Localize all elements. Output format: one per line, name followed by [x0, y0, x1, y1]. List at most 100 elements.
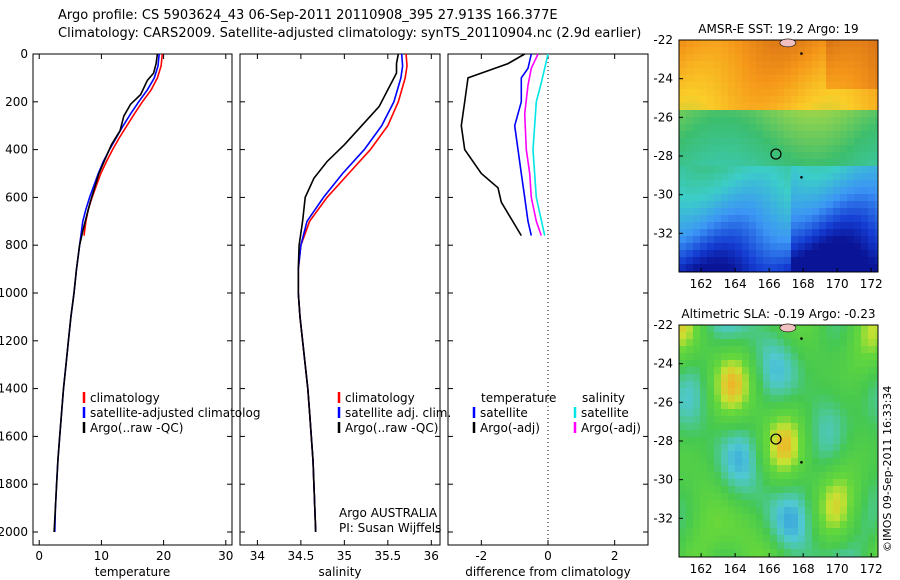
- sla-map-cell: [728, 416, 735, 423]
- sst-map-cell: [679, 110, 686, 117]
- sla-map-cell: [868, 500, 875, 507]
- sst-map-cell: [854, 110, 861, 117]
- sst-map-cell: [847, 201, 854, 208]
- sla-map-cell: [770, 332, 777, 339]
- sst-map-cell: [875, 145, 878, 152]
- sla-map-cell: [763, 360, 770, 367]
- sst-map-cell: [791, 243, 798, 250]
- sst-map-cell: [679, 166, 686, 173]
- sst-map-cell: [749, 236, 756, 243]
- sla-map-cell: [686, 388, 693, 395]
- sla-map-lon-label: 166: [758, 562, 781, 576]
- sla-map-cell: [679, 423, 686, 430]
- sst-map-cell: [714, 54, 721, 61]
- sst-map-cell: [707, 194, 714, 201]
- sst-map-cell: [875, 159, 878, 166]
- sst-map-cell: [805, 145, 812, 152]
- sst-map-cell: [728, 173, 735, 180]
- sla-map-cell: [679, 367, 686, 374]
- sla-map-cell: [770, 325, 777, 332]
- sst-map-cell: [686, 89, 693, 96]
- salinity-x-tick-label: 36: [424, 549, 439, 563]
- sla-map-cell: [833, 402, 840, 409]
- sla-map-cell: [721, 493, 728, 500]
- sla-map-cell: [721, 465, 728, 472]
- sla-map-cell: [763, 325, 770, 332]
- sst-map-cell: [700, 138, 707, 145]
- sst-map-cell: [707, 89, 714, 96]
- sla-map-cell: [791, 486, 798, 493]
- salinity-x-tick-label: 34: [250, 549, 265, 563]
- sst-map-cell: [826, 68, 833, 75]
- sla-map-cell: [700, 549, 707, 556]
- sla-map-cell: [721, 549, 728, 556]
- sst-map-cell: [805, 54, 812, 61]
- sst-map-cell: [763, 61, 770, 68]
- sst-map-cell: [798, 117, 805, 124]
- sst-map-cell: [770, 110, 777, 117]
- sst-map-cell: [742, 236, 749, 243]
- sla-map-cell: [714, 528, 721, 535]
- sst-map-cell: [805, 264, 812, 271]
- sst-map-cell: [714, 61, 721, 68]
- sst-map-cell: [875, 229, 878, 236]
- sst-map-cell: [805, 173, 812, 180]
- sst-map-cell: [721, 75, 728, 82]
- sla-map-cell: [854, 332, 861, 339]
- sla-map-cell: [840, 423, 847, 430]
- sla-map-cell: [798, 353, 805, 360]
- sst-map-cell: [868, 40, 875, 47]
- sst-map-cell: [833, 222, 840, 229]
- sla-map-cell: [840, 388, 847, 395]
- sla-map-cell: [756, 451, 763, 458]
- sla-map-cell: [763, 388, 770, 395]
- sla-map-cell: [847, 507, 854, 514]
- sla-map-cell: [728, 458, 735, 465]
- sla-map-cell: [861, 493, 868, 500]
- sst-map-cell: [700, 250, 707, 257]
- sla-map-cell: [742, 507, 749, 514]
- sst-map-cell: [847, 82, 854, 89]
- sla-map-cell: [784, 430, 791, 437]
- sla-map-cell: [840, 437, 847, 444]
- sla-map-cell: [812, 395, 819, 402]
- sst-map-cell: [840, 159, 847, 166]
- sst-map-cell: [756, 82, 763, 89]
- sla-map-cell: [749, 367, 756, 374]
- sla-map-cell: [707, 409, 714, 416]
- sst-map-cell: [735, 40, 742, 47]
- sla-map-cell: [840, 416, 847, 423]
- sla-map-cell: [840, 451, 847, 458]
- sst-map-cell: [728, 250, 735, 257]
- sla-map-cell: [700, 360, 707, 367]
- sst-map-cell: [875, 110, 878, 117]
- sst-map-cell: [875, 215, 878, 222]
- sla-map-cell: [714, 423, 721, 430]
- sla-map-lat-label: -28: [653, 434, 673, 448]
- sla-map-cell: [784, 451, 791, 458]
- sst-map-cell: [763, 180, 770, 187]
- sst-map-cell: [700, 103, 707, 110]
- sla-map-cell: [875, 339, 878, 346]
- sla-map-cell: [700, 423, 707, 430]
- sla-map-cell: [756, 444, 763, 451]
- sst-map-cell: [770, 180, 777, 187]
- sst-map-cell: [700, 264, 707, 271]
- sst-map-cell: [819, 152, 826, 159]
- sla-map-cell: [742, 528, 749, 535]
- sla-map-cell: [714, 542, 721, 549]
- sla-map-cell: [770, 458, 777, 465]
- sla-map-cell: [763, 514, 770, 521]
- sst-map-cell: [721, 82, 728, 89]
- sla-map-cell: [861, 451, 868, 458]
- sla-map-cell: [742, 451, 749, 458]
- sst-map-cell: [812, 173, 819, 180]
- sla-map-cell: [861, 367, 868, 374]
- sla-map-cell: [840, 549, 847, 556]
- sla-map-cell: [847, 514, 854, 521]
- sla-map-cell: [679, 353, 686, 360]
- sla-map-cell: [707, 528, 714, 535]
- sla-map-cell: [679, 325, 686, 332]
- sst-map-cell: [791, 61, 798, 68]
- sla-map-cell: [749, 521, 756, 528]
